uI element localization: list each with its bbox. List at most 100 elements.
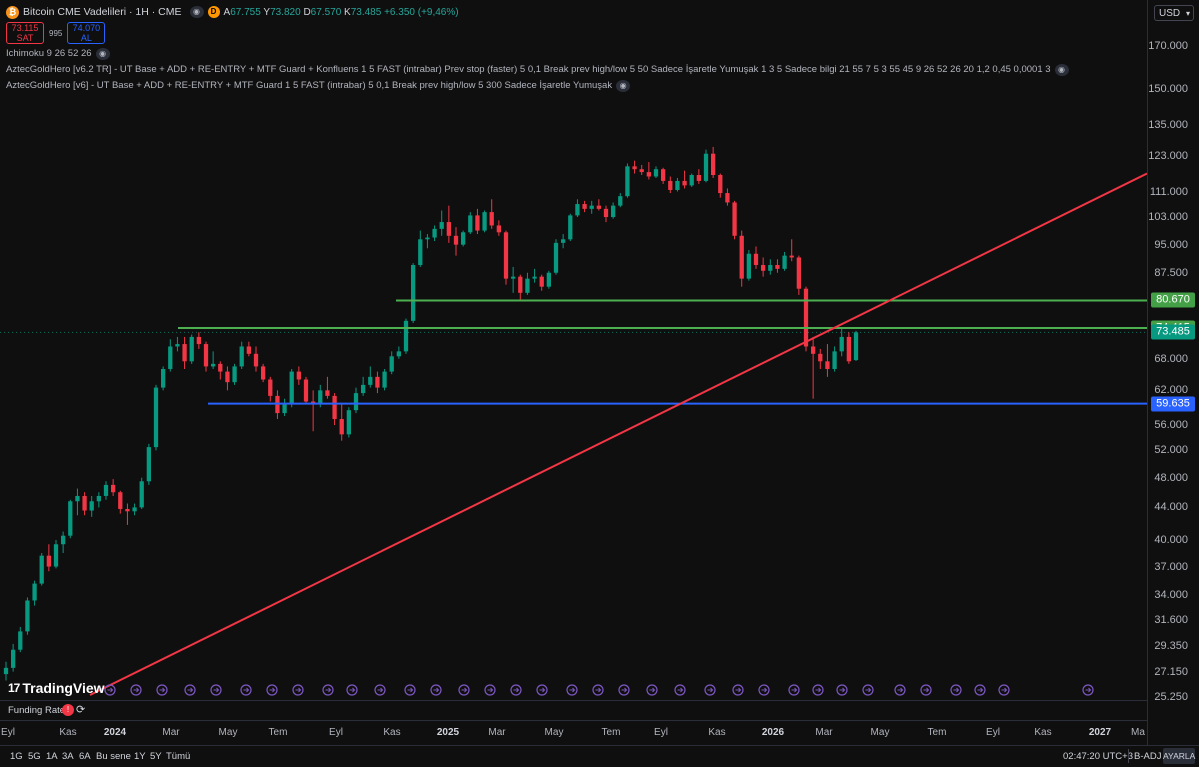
candle-body (489, 212, 494, 226)
range-button-6[interactable]: 1Y (134, 751, 146, 762)
candle-body (532, 276, 537, 279)
signal-arrow-icon (461, 687, 468, 693)
indicator-aztec-v6[interactable]: AztecGoldHero [v6] - UT Base + ADD + RE-… (6, 80, 1069, 92)
price-level-tag[interactable]: 59.635 (1151, 396, 1195, 412)
candle-body (232, 366, 237, 383)
range-button-1[interactable]: 5G (28, 751, 41, 762)
candle-body (46, 555, 51, 567)
eye-icon[interactable]: ◉ (189, 6, 204, 18)
candle-body (568, 215, 573, 240)
signal-arrow-icon (133, 687, 140, 693)
time-tick-label: Eyl (654, 727, 668, 738)
price-level-tag[interactable]: 73.485 (1151, 324, 1195, 340)
candle-body (646, 172, 651, 177)
funding-rate-label: Funding Rate (8, 705, 66, 716)
range-button-4[interactable]: 6A (79, 751, 91, 762)
eye-icon: ◉ (616, 80, 631, 92)
signal-arrow-icon (1085, 687, 1092, 693)
signal-marker-icon (266, 684, 278, 696)
signal-marker-icon (1082, 684, 1094, 696)
candle-body (803, 288, 809, 347)
time-tick-label: Mar (162, 727, 180, 738)
signal-marker-icon (758, 684, 770, 696)
price-tick-label: 170.000 (1148, 40, 1188, 52)
indicator-aztec-v62[interactable]: AztecGoldHero [v6.2 TR] - UT Base + ADD … (6, 64, 1069, 76)
buy-button[interactable]: 74.070 AL (67, 22, 106, 44)
price-tick-label: 68.000 (1154, 352, 1188, 365)
tradingview-logo[interactable]: 17 TradingView (8, 680, 105, 696)
signal-marker-icon (510, 684, 522, 696)
time-tick-label: Kas (708, 727, 726, 738)
candle-body (11, 649, 16, 668)
price-tick-label: 135.000 (1148, 118, 1188, 131)
price-chart[interactable] (0, 0, 1147, 700)
candle-body (296, 371, 301, 380)
market-status-badge[interactable]: D (207, 6, 220, 18)
error-icon[interactable]: ! (62, 704, 74, 716)
candle-body (118, 492, 123, 509)
signal-arrow-icon (923, 687, 930, 693)
time-tick-label: 2025 (436, 727, 460, 738)
candle-body (853, 332, 859, 361)
candle-body (611, 205, 616, 218)
signal-marker-icon (322, 684, 334, 696)
candle-body (832, 351, 837, 369)
signal-marker-icon (292, 684, 304, 696)
funding-rate-pane[interactable]: Funding Rate ! ⟳ (0, 700, 1147, 720)
candle-body (32, 583, 37, 601)
range-button-3[interactable]: 3A (62, 751, 74, 762)
candle-body (725, 193, 730, 203)
settings-button[interactable]: AYARLA (1163, 748, 1195, 764)
signal-arrow-icon (159, 687, 166, 693)
signal-arrow-icon (487, 687, 494, 693)
sell-button[interactable]: 73.115 SAT (6, 22, 44, 44)
candle-body (403, 320, 409, 352)
candle-body (411, 265, 416, 321)
range-button-5[interactable]: Bu sene (96, 751, 131, 762)
signal-arrow-icon (761, 687, 768, 693)
signal-marker-icon (704, 684, 716, 696)
signal-arrow-icon (791, 687, 798, 693)
chart-area[interactable]: ₿ Bitcoin CME Vadelileri · 1H · CME ◉ D … (0, 0, 1147, 700)
adjustment-toggle[interactable]: B-ADJ (1134, 751, 1162, 762)
time-axis[interactable]: Eyl Kas 2024 Mar May Tem Eyl Kas 2025 Mar May Tem Ey… (0, 720, 1147, 746)
clock[interactable]: 02:47:20 UTC+3 (1063, 751, 1133, 762)
candle-body (482, 212, 487, 231)
price-tick-label: 62.000 (1154, 384, 1188, 397)
candle-body (75, 495, 80, 502)
currency-select[interactable]: USD ▾ (1154, 5, 1194, 21)
range-button-7[interactable]: 5Y (150, 751, 162, 762)
time-tick-label: Eyl (1, 727, 15, 738)
signal-arrow-icon (243, 687, 250, 693)
signal-marker-icon (836, 684, 848, 696)
signal-marker-icon (130, 684, 142, 696)
signal-marker-icon (646, 684, 658, 696)
candle-body (682, 180, 687, 186)
price-tick-label: 27.150 (1154, 666, 1188, 679)
signal-marker-icon (240, 684, 252, 696)
price-tick-label: 52.000 (1154, 444, 1188, 457)
time-tick-label: Kas (59, 727, 77, 738)
candle-body (553, 242, 559, 273)
signal-marker-icon (346, 684, 358, 696)
refresh-icon[interactable]: ⟳ (76, 704, 86, 716)
time-tick-label: Tem (268, 727, 288, 738)
signal-arrow-icon (377, 687, 384, 693)
indicator-ichimoku[interactable]: Ichimoku 9 26 52 26 ◉ (6, 48, 1069, 60)
signal-arrow-icon (1001, 687, 1008, 693)
candle-body (103, 484, 109, 496)
candle-body (589, 205, 594, 209)
price-level-tag[interactable]: 80.670 (1151, 292, 1195, 308)
signal-marker-icon (210, 684, 222, 696)
range-button-8[interactable]: Tümü (166, 751, 191, 762)
range-button-2[interactable]: 1A (46, 751, 58, 762)
price-axis[interactable]: USD ▾ 170.000 150.000 135.000 123.000 111.000… (1147, 0, 1199, 745)
symbol-title[interactable]: Bitcoin CME Vadelileri · 1H · CME (23, 6, 182, 18)
signal-marker-icon (950, 684, 962, 696)
candle-body (153, 387, 159, 448)
candle-body (268, 379, 273, 396)
candle-body (339, 419, 344, 435)
range-button-0[interactable]: 1G (10, 751, 23, 762)
candle-body (218, 363, 223, 372)
candle-body (432, 228, 437, 238)
